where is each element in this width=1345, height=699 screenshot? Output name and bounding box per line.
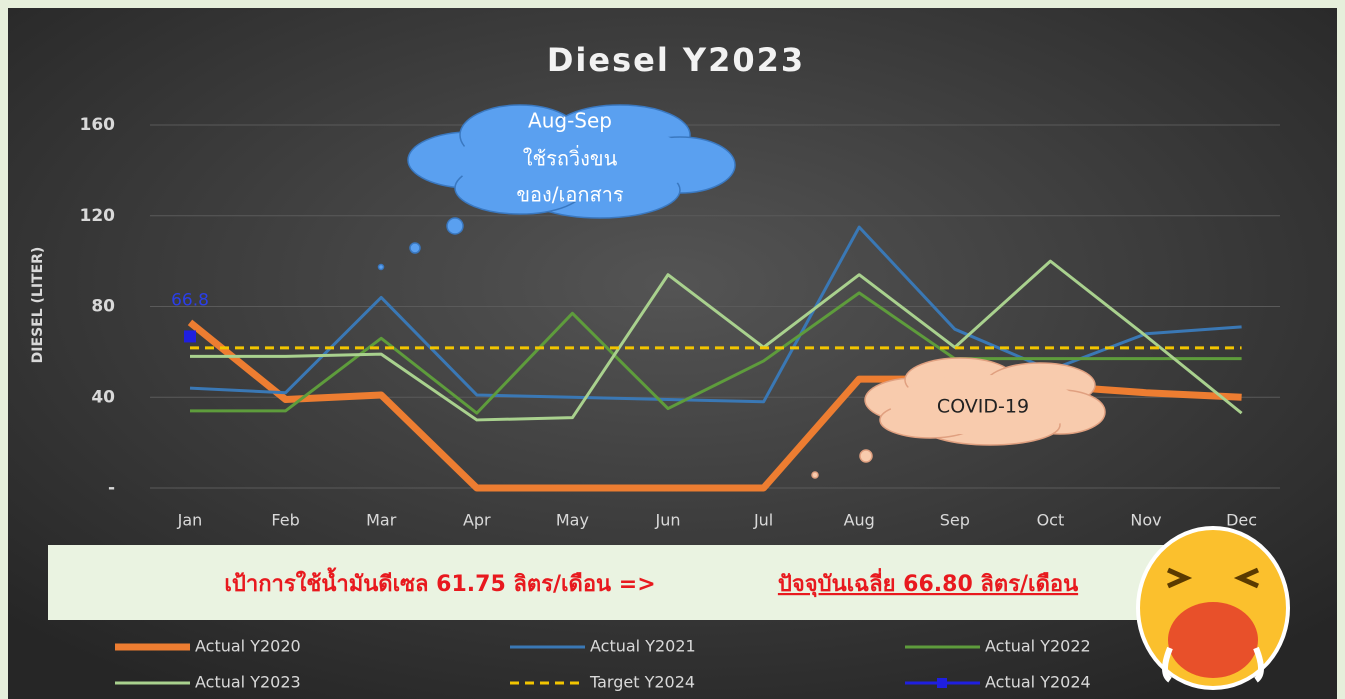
banner-target: เป้าการใช้น้ำมันดีเซล 61.75 ลิตร/เดือน =… xyxy=(224,567,655,597)
x-tick-label: Feb xyxy=(271,511,299,530)
x-tick-label: Jul xyxy=(753,511,773,530)
series-line xyxy=(190,291,1242,415)
x-tick-label: Aug xyxy=(844,511,875,530)
x-tick-label: Jan xyxy=(177,511,203,530)
banner xyxy=(48,545,1178,620)
legend-label: Target Y2024 xyxy=(589,673,695,692)
y-tick-label: 40 xyxy=(91,387,115,407)
legend: Actual Y2020 Actual Y2021 Actual Y2022 Actu… xyxy=(115,637,1091,692)
cloud-annotation xyxy=(811,357,1106,479)
series-line xyxy=(190,259,1243,422)
x-tick-label: May xyxy=(556,511,589,530)
x-tick-label: Jun xyxy=(655,511,681,530)
x-tick-label: Sep xyxy=(940,511,970,530)
y-axis-label: DIESEL (LITER) xyxy=(30,247,46,364)
banner-current: ปัจจุบันเฉลี่ย 66.80 ลิตร/เดือน xyxy=(778,567,1078,598)
cloud-annotation xyxy=(377,104,736,271)
legend-label: Actual Y2023 xyxy=(195,673,301,692)
chart-title: Diesel Y2023 xyxy=(547,41,805,79)
legend-label: Actual Y2020 xyxy=(195,637,301,656)
data-label: 66.8 xyxy=(171,290,209,310)
y-tick-label: 160 xyxy=(80,115,116,135)
y-tick-label: - xyxy=(108,478,115,498)
x-tick-label: Dec xyxy=(1226,511,1257,530)
emoji xyxy=(1136,526,1290,690)
x-tick-label: Mar xyxy=(366,511,397,530)
legend-marker xyxy=(937,678,947,688)
annotation: COVID-19 xyxy=(937,396,1029,418)
annotation: Aug-Sep xyxy=(528,109,612,133)
y-tick-label: 120 xyxy=(80,206,116,226)
marker xyxy=(184,330,196,343)
legend-label: Actual Y2024 xyxy=(985,673,1091,692)
x-tick-label: Apr xyxy=(463,511,491,530)
x-tick-label: Nov xyxy=(1130,511,1161,530)
series-line xyxy=(189,225,1242,404)
y-tick-label: 80 xyxy=(91,297,115,317)
legend-label: Actual Y2022 xyxy=(985,637,1091,656)
legend-label: Actual Y2021 xyxy=(590,637,696,656)
annotation: ของ/เอกสาร xyxy=(516,183,624,207)
x-tick-label: Oct xyxy=(1037,511,1065,530)
annotation: ใช้รถวิ่งขน xyxy=(523,145,618,171)
